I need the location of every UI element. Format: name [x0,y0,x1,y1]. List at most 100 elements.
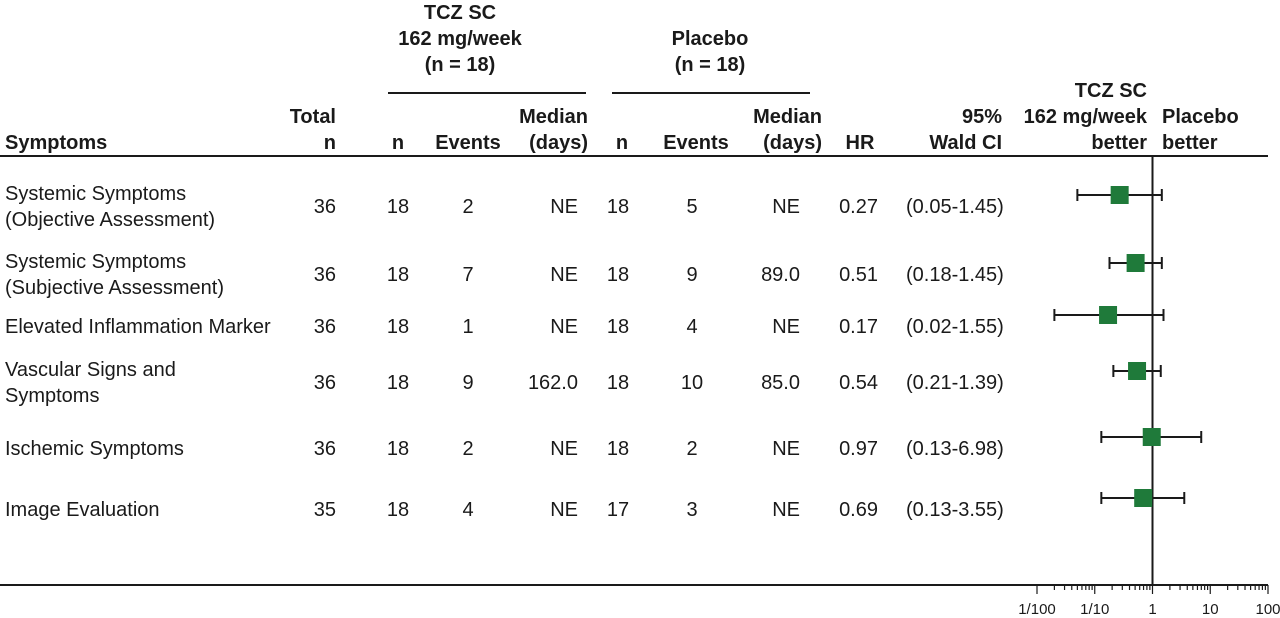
symptom-label: (Objective Assessment) [5,209,216,231]
total-n-cell: 36 [313,372,336,394]
tcz-better-line-3: better [1091,132,1147,154]
placebo-median-header-line-1: Median [753,106,822,128]
ci-cell: (0.05-1.45) [906,196,1004,218]
tcz-events-cell: 1 [462,316,474,338]
tcz-median-cell: NE [550,196,578,218]
placebo-group-underline [612,92,810,94]
placebo-better-line-1: Placebo [1162,106,1239,128]
tcz-n-cell: 18 [386,264,410,286]
placebo-median-cell: NE [772,499,800,521]
hr-point [1128,362,1147,380]
ci-cell: (0.02-1.55) [906,316,1004,338]
symptom-label: Image Evaluation [5,499,160,521]
total-n-cell: 36 [313,438,336,460]
hr-cell: 0.54 [839,372,878,394]
placebo-n-header: n [615,132,629,154]
symptom-label: Vascular Signs and [5,359,176,381]
hr-point [1142,428,1161,446]
hr-point [1126,254,1145,272]
header-rule [0,155,1268,157]
hr-point [1099,306,1118,324]
hr-cell: 0.97 [839,438,878,460]
total-n-cell: 36 [313,316,336,338]
ci-cell: (0.21-1.39) [906,372,1004,394]
hr-cell: 0.17 [839,316,878,338]
tcz-median-cell: NE [550,264,578,286]
symptom-label: Systemic Symptoms [5,251,187,273]
symptom-label: Elevated Inflammation Marker [5,316,271,338]
x-tick-label: 1 [1148,601,1156,618]
placebo-events-cell: 9 [686,264,698,286]
x-tick-label: 1/100 [1018,601,1056,618]
total-n-cell: 35 [313,499,336,521]
hr-header: HR [845,132,875,154]
placebo-events-cell: 10 [680,372,704,394]
placebo-median-cell: 85.0 [761,372,800,394]
placebo-n-cell: 18 [606,372,630,394]
tcz-group-line-3: (n = 18) [424,54,496,76]
hr-point [1134,489,1153,507]
total-n-cell: 36 [313,196,336,218]
tcz-group-underline [388,92,586,94]
ci-cell: (0.13-3.55) [906,499,1004,521]
total-n-header-line-1: Total [289,106,336,128]
total-n-cell: 36 [313,264,336,286]
ci-cell: (0.18-1.45) [906,264,1004,286]
hr-cell: 0.27 [839,196,878,218]
tcz-median-header-line-1: Median [519,106,588,128]
symptom-label: Systemic Symptoms [5,183,187,205]
symptom-label: Symptoms [5,385,100,407]
placebo-n-cell: 18 [606,264,630,286]
tcz-n-cell: 18 [386,316,410,338]
ci-header-line-1: 95% [961,106,1002,128]
hr-cell: 0.69 [839,499,878,521]
ci-header-line-2: Wald CI [929,132,1002,154]
x-tick-label: 100 [1255,601,1280,618]
tcz-median-cell: 162.0 [527,372,578,394]
tcz-better-line-2: 162 mg/week [1023,106,1147,128]
placebo-events-cell: 2 [686,438,698,460]
tcz-events-header: Events [435,132,501,154]
tcz-group-line-2: 162 mg/week [398,28,522,50]
tcz-events-cell: 9 [462,372,474,394]
placebo-group-line-2: (n = 18) [674,54,746,76]
x-tick-label: 10 [1202,601,1219,618]
placebo-better-line-2: better [1162,132,1218,154]
placebo-events-header: Events [663,132,729,154]
tcz-median-cell: NE [550,499,578,521]
placebo-n-cell: 18 [606,438,630,460]
symptoms-header: Symptoms [5,132,108,154]
tcz-n-cell: 18 [386,438,410,460]
placebo-median-header-line-2: (days) [763,132,822,154]
tcz-median-cell: NE [550,438,578,460]
tcz-median-header-line-2: (days) [529,132,588,154]
placebo-median-cell: NE [772,196,800,218]
total-n-header-line-2: n [323,132,336,154]
tcz-events-cell: 2 [462,438,474,460]
placebo-n-cell: 18 [606,316,630,338]
tcz-n-header: n [391,132,405,154]
tcz-median-cell: NE [550,316,578,338]
tcz-events-cell: 2 [462,196,474,218]
placebo-events-cell: 3 [686,499,698,521]
tcz-n-cell: 18 [386,196,410,218]
placebo-group-line-1: Placebo [671,28,749,50]
tcz-events-cell: 7 [462,264,474,286]
tcz-better-line-1: TCZ SC [1074,80,1147,102]
x-tick-label: 1/10 [1080,601,1109,618]
symptom-label: Ischemic Symptoms [5,438,184,460]
placebo-median-cell: 89.0 [761,264,800,286]
ci-cell: (0.13-6.98) [906,438,1004,460]
placebo-n-cell: 18 [606,196,630,218]
tcz-group-line-1: TCZ SC [423,2,497,24]
hr-cell: 0.51 [839,264,878,286]
placebo-median-cell: NE [772,316,800,338]
hr-point [1110,186,1129,204]
placebo-n-cell: 17 [606,499,630,521]
tcz-events-cell: 4 [462,499,474,521]
placebo-events-cell: 5 [686,196,698,218]
tcz-n-cell: 18 [386,499,410,521]
placebo-events-cell: 4 [686,316,698,338]
placebo-median-cell: NE [772,438,800,460]
symptom-label: (Subjective Assessment) [5,277,224,299]
